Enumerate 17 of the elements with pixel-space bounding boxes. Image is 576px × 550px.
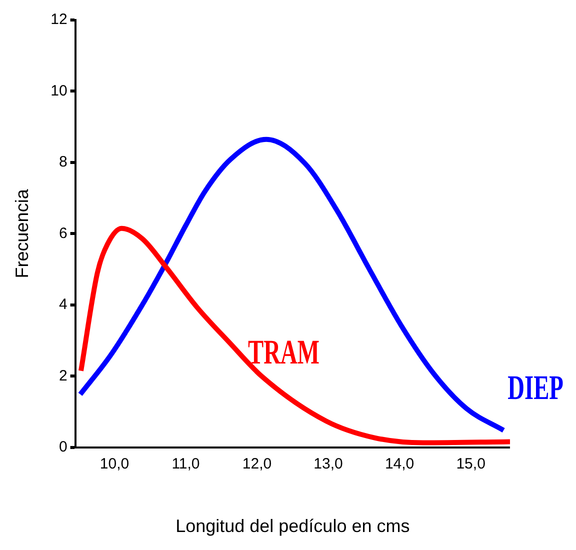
series-label: TRAM bbox=[248, 334, 320, 372]
y-tick-label: 8 bbox=[58, 154, 68, 171]
y-tick-label: 4 bbox=[58, 296, 68, 314]
x-tick-label: 12,0 bbox=[242, 456, 272, 473]
series-label: DIEP bbox=[508, 370, 564, 408]
y-tick-label: 12 bbox=[50, 11, 68, 28]
y-axis-title: Frecuencia bbox=[12, 188, 32, 278]
x-axis-title: Longitud del pedículo en cms bbox=[176, 516, 410, 536]
x-tick-label: 10,0 bbox=[100, 456, 130, 473]
x-tick-label: 14,0 bbox=[384, 456, 414, 473]
x-tick-label: 13,0 bbox=[314, 456, 343, 473]
y-tick-label: 6 bbox=[58, 224, 68, 242]
x-tick-label: 15,0 bbox=[456, 456, 486, 473]
y-tick-label: 2 bbox=[58, 367, 68, 384]
y-tick-label: 10 bbox=[50, 82, 68, 100]
y-tick-label: 0 bbox=[58, 438, 68, 456]
x-tick-label: 11,0 bbox=[172, 456, 200, 473]
